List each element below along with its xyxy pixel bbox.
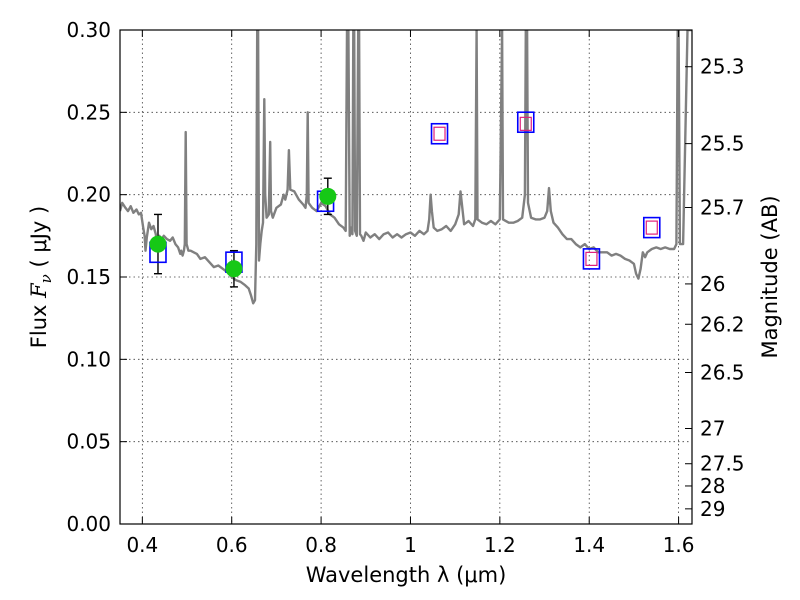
x-tick-label: 1: [404, 533, 417, 557]
x-tick-label: 0.8: [305, 533, 337, 557]
x-tick-label: 1.4: [573, 533, 605, 557]
y2-tick-label: 28: [700, 474, 725, 498]
series-layer: [120, 30, 692, 305]
y-tick-label: 0.05: [66, 430, 111, 454]
predicted-photometry-marker: [585, 251, 598, 266]
y-axis-label-symbol: F: [27, 282, 51, 299]
y2-tick-label: 26.5: [700, 361, 745, 385]
y2-tick-label: 25.7: [700, 196, 745, 220]
predicted-photometry-marker: [433, 126, 446, 141]
predicted-photometry-marker: [645, 220, 658, 235]
y2-tick-label: 27: [700, 416, 725, 440]
model-photometry-marker: [516, 111, 535, 134]
x-axis-label: Wavelength λ (μm): [306, 563, 507, 587]
model-photometry-marker: [582, 248, 601, 270]
x-tick-label: 0.6: [216, 533, 248, 557]
ticks: 0.4 0.6 0.8 1 1.2 1.4 1.6 0.00 0.05 0.10 0.15 0.20 0…: [66, 18, 744, 557]
model-photometry-marker: [642, 216, 661, 239]
x-tick-label: 1.2: [484, 533, 516, 557]
y-axis-label: Flux Fν ( μJy ): [27, 206, 55, 348]
y-tick-label: 0.10: [66, 347, 111, 371]
observed-photometry-marker: [319, 187, 337, 205]
y-tick-label: 0.20: [66, 183, 111, 207]
y-tick-label: 0.00: [66, 512, 111, 536]
y-tick-label: 0.15: [66, 265, 111, 289]
observed-photometry-marker: [149, 235, 167, 253]
y2-tick-label: 26: [700, 272, 725, 296]
y2-tick-label: 25.5: [700, 132, 745, 156]
x-tick-label: 1.6: [663, 533, 695, 557]
x-tick-label: 0.4: [126, 533, 158, 557]
y-axis-label-prefix: Flux: [27, 298, 51, 348]
y2-axis-label: Magnitude (AB): [758, 195, 782, 358]
y-axis-label-subscript: ν: [37, 274, 55, 283]
model-photometry-marker: [430, 122, 449, 145]
y2-tick-label: 26.2: [700, 312, 745, 336]
y-tick-label: 0.30: [66, 18, 111, 42]
predicted-photometry-marker: [519, 116, 532, 131]
y2-tick-label: 25.3: [700, 55, 745, 79]
y-axis-label-suffix: ( μJy ): [27, 206, 51, 274]
model-spectrum-line: [120, 30, 692, 305]
y2-tick-label: 29: [700, 497, 725, 521]
y-tick-label: 0.25: [66, 100, 111, 124]
y2-tick-label: 27.5: [700, 452, 745, 476]
marker-layer: [149, 111, 661, 288]
observed-photometry-marker: [225, 260, 243, 278]
